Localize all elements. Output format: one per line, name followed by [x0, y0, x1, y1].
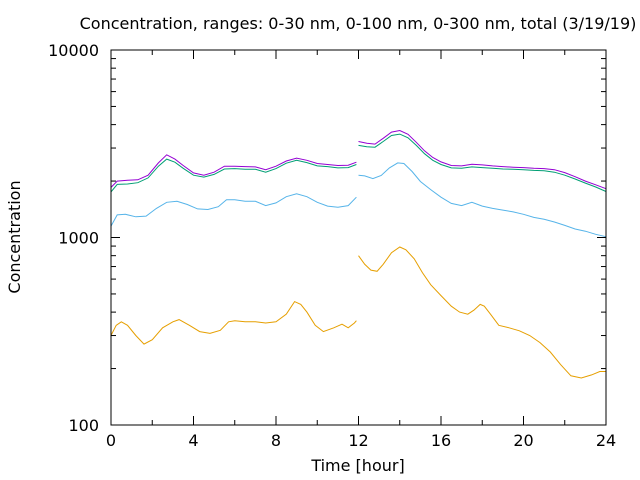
x-tick-label: 16 [431, 431, 451, 450]
series-2-line-segment-1 [110, 193, 357, 227]
y-tick-label: 10000 [48, 41, 99, 60]
x-tick-label: 0 [106, 431, 116, 450]
x-tick-label: 8 [271, 431, 281, 450]
x-axis-label: Time [hour] [310, 456, 404, 475]
series-4-line-segment-2 [358, 129, 607, 190]
x-tick-label: 12 [348, 431, 368, 450]
chart-title: Concentration, ranges: 0-30 nm, 0-100 nm… [80, 14, 637, 33]
x-tick-label: 20 [513, 431, 533, 450]
series-3-line-segment-1 [110, 158, 357, 193]
x-tick-label: 24 [596, 431, 616, 450]
series-1-line-segment-2 [358, 246, 606, 379]
series-2-line-segment-2 [358, 162, 607, 238]
series-4-line-segment-1 [110, 154, 357, 188]
series-1-line-segment-1 [110, 300, 357, 345]
x-tick-label: 4 [188, 431, 198, 450]
y-axis-label: Concentration [5, 180, 24, 293]
plot-frame [110, 49, 607, 426]
axis-ticks: 0 4 8 12 16 20 24 100 1000 10000 [48, 41, 616, 450]
plot-lines [110, 129, 607, 379]
series-3-line-segment-2 [358, 133, 607, 192]
y-tick-label: 100 [68, 416, 99, 435]
y-tick-label: 1000 [58, 229, 99, 248]
